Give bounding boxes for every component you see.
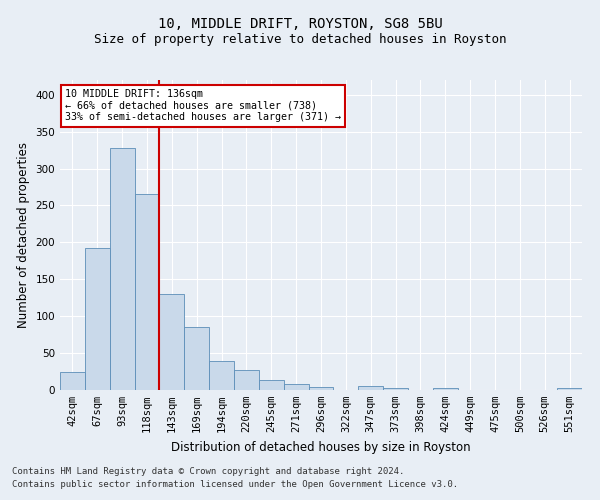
- Bar: [284, 384, 308, 390]
- Bar: [557, 388, 582, 390]
- Bar: [433, 388, 458, 390]
- Bar: [383, 388, 408, 390]
- Bar: [160, 294, 184, 390]
- Bar: [85, 248, 110, 390]
- Bar: [234, 370, 259, 390]
- Text: 10 MIDDLE DRIFT: 136sqm
← 66% of detached houses are smaller (738)
33% of semi-d: 10 MIDDLE DRIFT: 136sqm ← 66% of detache…: [65, 90, 341, 122]
- Bar: [308, 387, 334, 390]
- X-axis label: Distribution of detached houses by size in Royston: Distribution of detached houses by size …: [171, 440, 471, 454]
- Bar: [184, 328, 209, 390]
- Text: Size of property relative to detached houses in Royston: Size of property relative to detached ho…: [94, 32, 506, 46]
- Bar: [358, 386, 383, 390]
- Text: Contains public sector information licensed under the Open Government Licence v3: Contains public sector information licen…: [12, 480, 458, 489]
- Text: 10, MIDDLE DRIFT, ROYSTON, SG8 5BU: 10, MIDDLE DRIFT, ROYSTON, SG8 5BU: [158, 18, 442, 32]
- Bar: [209, 361, 234, 390]
- Bar: [134, 194, 160, 390]
- Text: Contains HM Land Registry data © Crown copyright and database right 2024.: Contains HM Land Registry data © Crown c…: [12, 467, 404, 476]
- Bar: [110, 148, 134, 390]
- Y-axis label: Number of detached properties: Number of detached properties: [17, 142, 30, 328]
- Bar: [259, 380, 284, 390]
- Bar: [60, 372, 85, 390]
